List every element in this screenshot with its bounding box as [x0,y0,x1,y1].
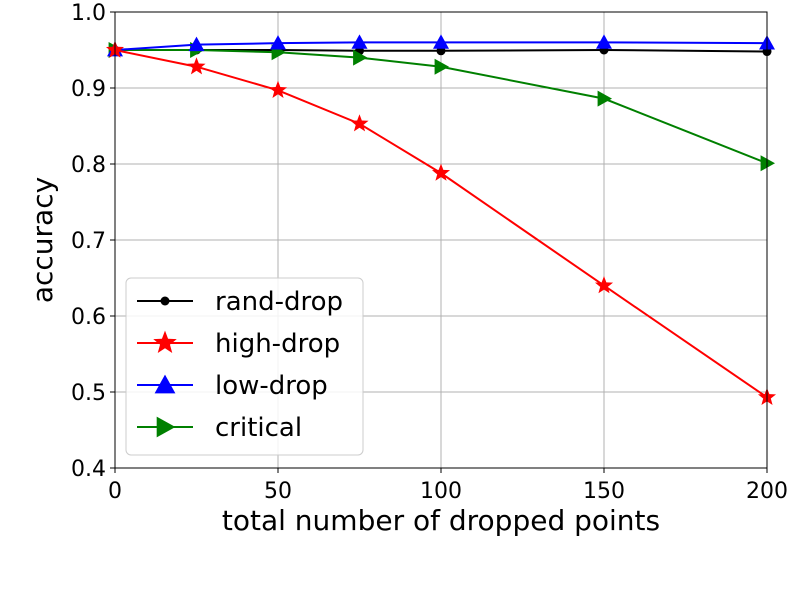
x-tick-label: 200 [746,479,788,504]
legend-marker [153,330,177,353]
legend-label: high-drop [215,329,340,359]
x-axis-title: total number of dropped points [222,504,660,537]
legend-label: low-drop [215,371,328,401]
data-point [597,90,612,107]
legend: rand-drop high-drop low-drop critical [125,277,364,456]
legend-marker [160,296,170,306]
data-point [434,58,449,75]
legend-item-critical: critical [137,413,302,443]
data-point [268,80,288,98]
x-tick-label: 0 [108,479,122,504]
data-point [350,114,369,132]
y-tick-label: 0.4 [71,457,106,482]
legend-item-rand-drop: rand-drop [137,287,343,317]
y-tick-label: 0.9 [71,77,106,102]
legend-marker [156,416,176,438]
data-point [351,34,368,49]
x-tick-label: 50 [264,479,292,504]
data-point [594,276,614,294]
data-point [270,35,286,50]
legend-box [125,277,364,456]
data-point [353,49,368,66]
series-low-drop [107,34,775,57]
data-point [431,163,451,181]
y-tick-label: 0.7 [71,229,106,254]
x-tick-label: 100 [420,479,462,504]
data-point [596,34,612,49]
legend-label: rand-drop [215,287,343,317]
y-tick-label: 1.0 [71,1,106,26]
series-layer [105,34,777,406]
y-axis-title: accuracy [26,177,59,303]
x-tick-label: 150 [583,479,625,504]
y-tick-label: 0.8 [71,153,106,178]
data-point [433,34,449,49]
legend-label: critical [215,413,302,443]
data-point [187,57,206,75]
legend-marker [154,374,176,394]
series-critical [108,42,775,172]
y-axis-ticks: 0.4 0.5 0.6 0.7 0.8 0.9 1.0 [71,1,115,482]
data-point [760,155,775,172]
data-point [188,36,205,52]
x-axis-ticks: 0 50 100 150 200 [108,468,788,504]
y-tick-label: 0.5 [71,381,106,406]
legend-item-high-drop: high-drop [137,329,340,359]
legend-item-low-drop: low-drop [137,371,328,401]
y-tick-label: 0.6 [71,305,106,330]
